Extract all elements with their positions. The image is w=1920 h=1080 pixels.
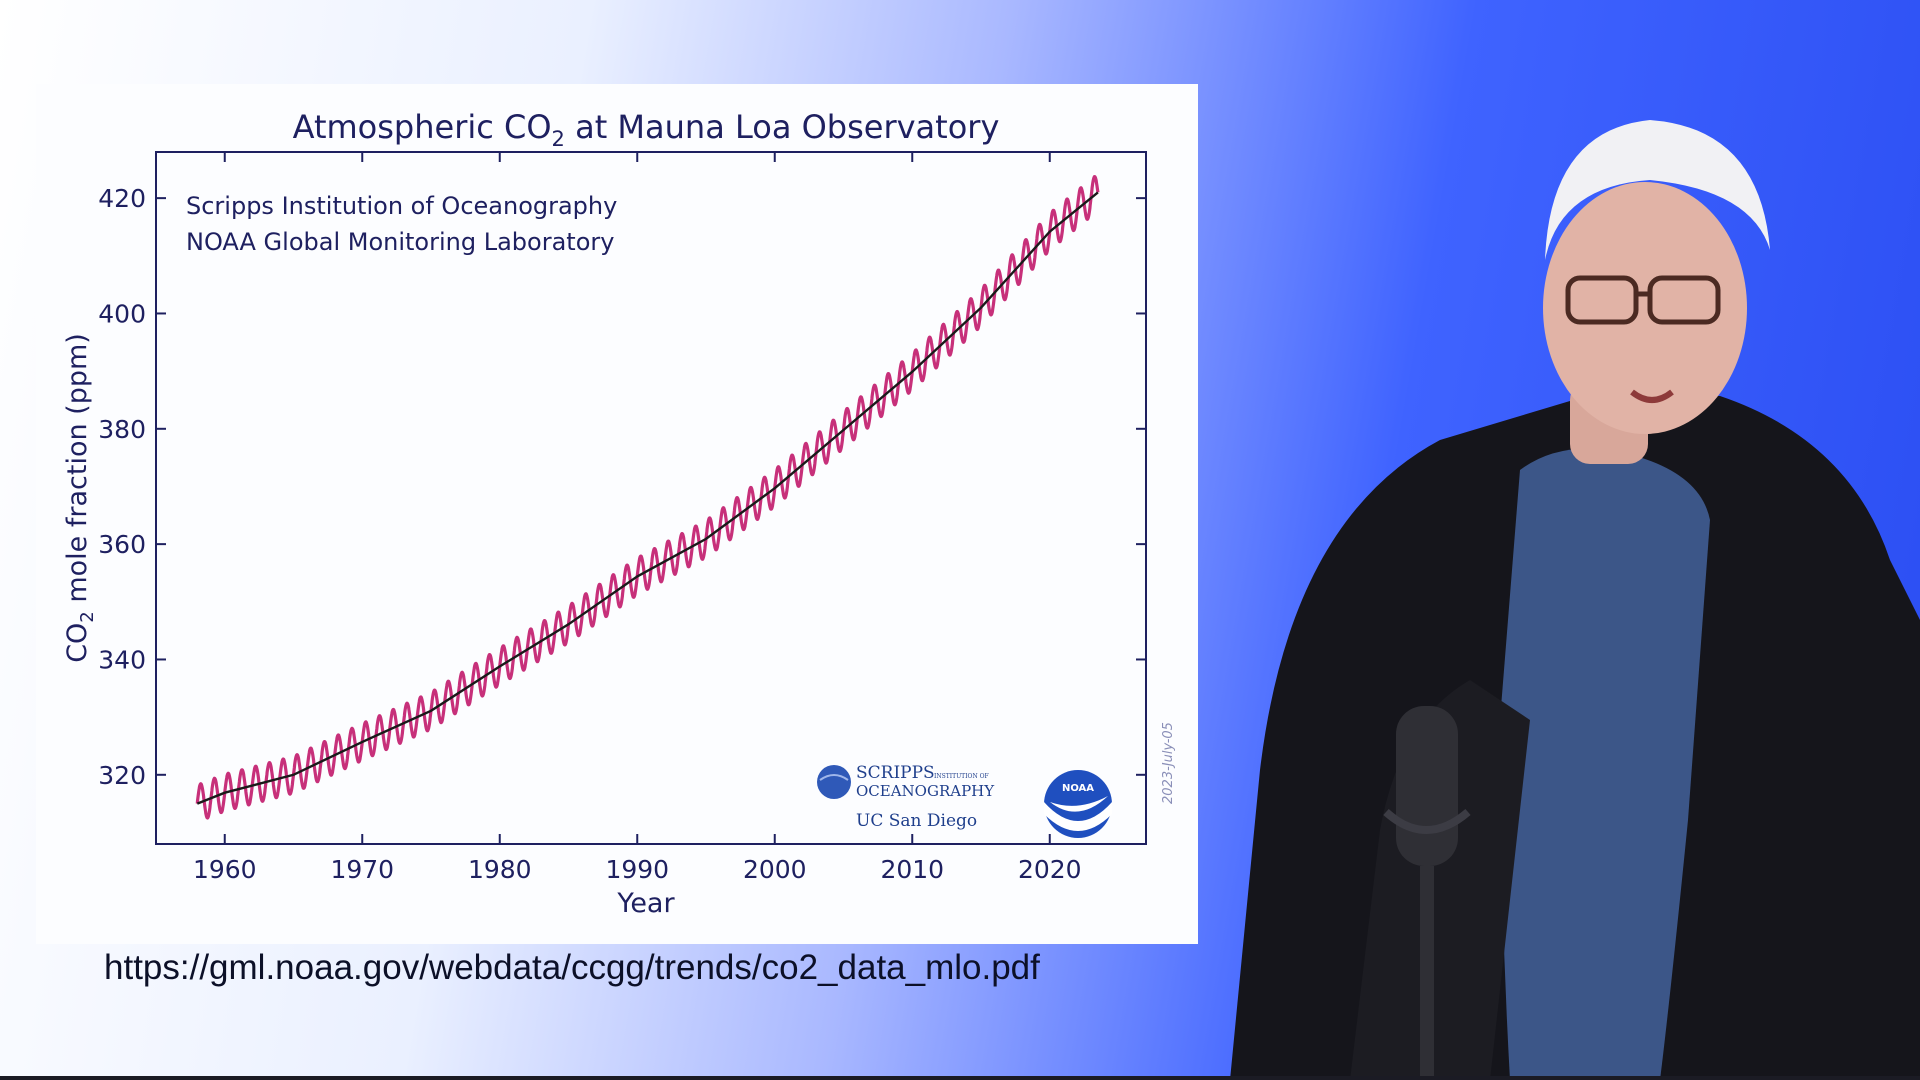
y-tick-label: 320	[98, 761, 146, 790]
x-tick-label: 1990	[605, 855, 669, 884]
y-tick-label: 400	[98, 299, 146, 328]
plot-frame	[155, 151, 1147, 845]
presenter-figure	[1230, 120, 1920, 1080]
noaa-logo: NOAA	[1044, 770, 1112, 838]
x-tick-label: 2000	[743, 855, 807, 884]
credit-scripps: Scripps Institution of Oceanography	[186, 192, 617, 220]
x-tick-label: 1980	[468, 855, 532, 884]
scripps-wordmark: SCRIPPS	[856, 763, 935, 783]
seasonal-co2-line	[195, 175, 1100, 820]
trend-co2-line	[196, 191, 1099, 805]
x-tick-label: 1960	[193, 855, 257, 884]
source-url: https://gml.noaa.gov/webdata/ccgg/trends…	[104, 948, 1040, 987]
x-tick-label: 1970	[330, 855, 394, 884]
oceanography-wordmark: OCEANOGRAPHY	[856, 782, 995, 800]
y-axis-ticks: 320 340 360 380 400 420	[98, 184, 1146, 790]
credit-noaa: NOAA Global Monitoring Laboratory	[186, 228, 614, 256]
scripps-small-text: INSTITUTION OF	[934, 773, 989, 780]
presenter-hair	[1545, 120, 1770, 260]
y-tick-label: 420	[98, 184, 146, 213]
y-tick-label: 380	[98, 415, 146, 444]
bottom-bar	[0, 1076, 1920, 1080]
presenter-shirt	[1500, 448, 1710, 1080]
x-tick-label: 2010	[880, 855, 944, 884]
y-tick-label: 360	[98, 530, 146, 559]
presenter-head	[1543, 182, 1747, 434]
ucsd-wordmark: UC San Diego	[856, 811, 977, 831]
x-axis-title: Year	[616, 888, 675, 919]
co2-chart: Atmospheric CO2 at Mauna Loa Observatory…	[62, 108, 1176, 919]
x-axis-ticks: 1960 1970 1980 1990 2000 2010 2020	[193, 152, 1082, 884]
scripps-logo: SCRIPPS INSTITUTION OF OCEANOGRAPHY UC S…	[817, 763, 995, 831]
series-layer	[195, 175, 1100, 820]
date-stamp: 2023-July-05	[1161, 722, 1176, 804]
y-axis-title: CO2 mole fraction (ppm)	[62, 333, 98, 663]
y-tick-label: 340	[98, 645, 146, 674]
noaa-wordmark: NOAA	[1062, 783, 1094, 794]
glasses-icon	[1565, 275, 1721, 325]
presenter-arm	[1350, 680, 1530, 1080]
chart-title: Atmospheric CO2 at Mauna Loa Observatory	[293, 108, 1000, 151]
microphone-stand	[1420, 866, 1434, 1080]
x-tick-label: 2020	[1018, 855, 1082, 884]
microphone-icon	[1396, 706, 1458, 866]
presenter-mouth	[1630, 389, 1674, 403]
scripps-globe-icon	[817, 765, 851, 799]
chart-card: Atmospheric CO2 at Mauna Loa Observatory…	[36, 84, 1198, 944]
